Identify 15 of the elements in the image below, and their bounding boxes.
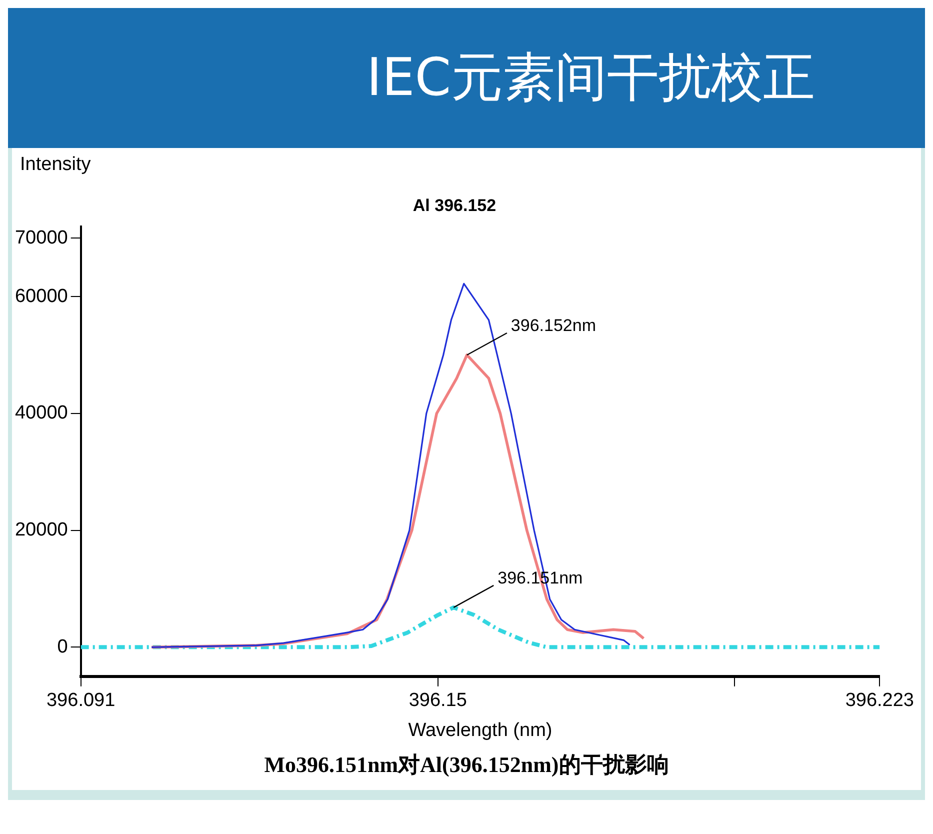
x-tick-label: 396.091 [46,690,116,712]
line-series [80,605,880,650]
x-tick-label: 396.15 [408,690,467,712]
chart-subtitle: Al 396.152 [412,196,496,215]
y-axis-title: Intensity [19,153,92,176]
y-tick-label: 20000 [14,520,68,541]
x-tick-label: 396.223 [845,690,914,712]
x-axis-title: Wavelength (nm) [408,720,552,741]
y-tick-label: 60000 [14,286,68,307]
annotation: 396.152nm [510,316,596,336]
chart-title: IEC元素间干扰校正 [366,47,815,110]
y-tick-label: 0 [57,636,68,658]
y-tick-label: 40000 [14,402,68,424]
text: Mo396.151nm对Al(396.152nm)的干扰影响 [263,751,670,779]
y-tick-label: 70000 [14,227,68,248]
